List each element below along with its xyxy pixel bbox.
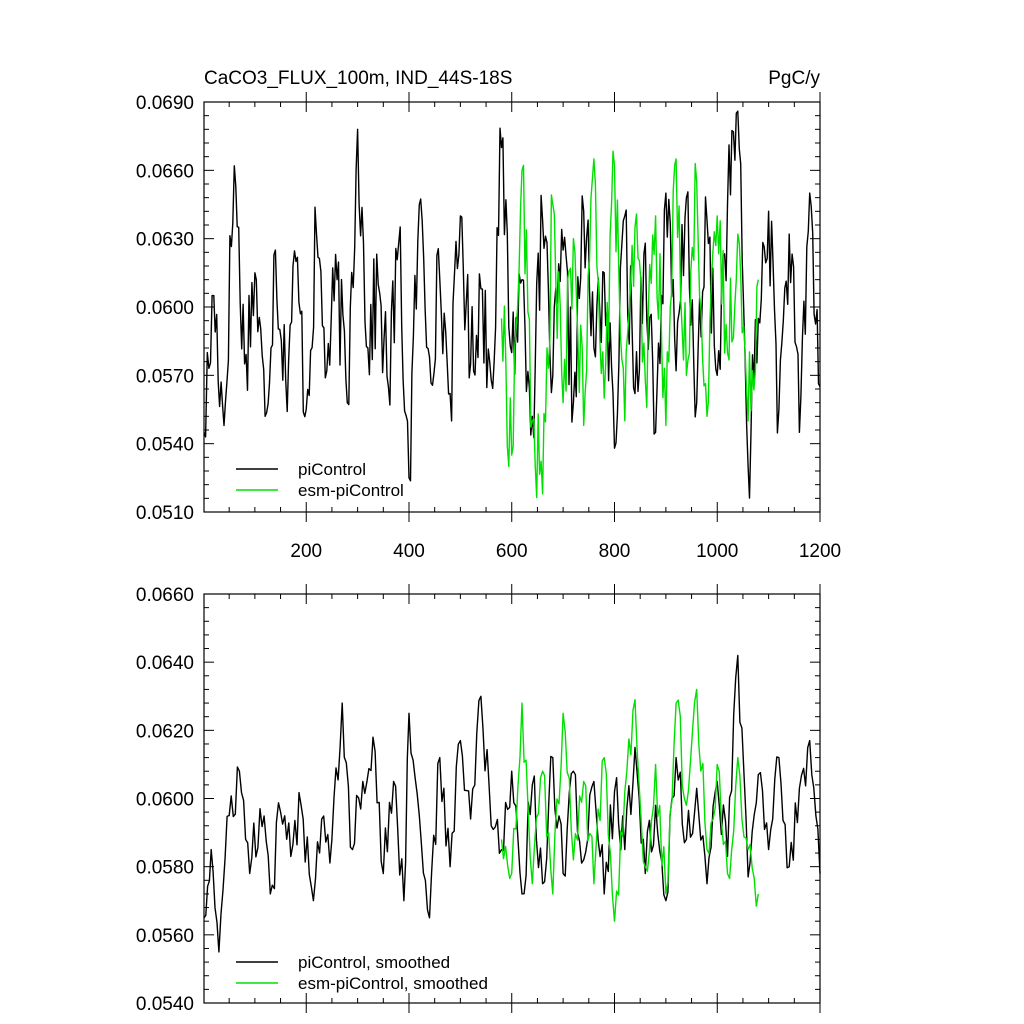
- y-tick-label-bottom: 0.0540: [136, 994, 194, 1015]
- y-tick-label-top: 0.0690: [136, 93, 194, 114]
- chart-units: PgC/y: [768, 68, 820, 89]
- legend-bottom: piControl, smoothed esm-piControl, smoot…: [236, 953, 488, 993]
- series-group-top: [203, 110, 821, 499]
- plot-frame-bottom: [203, 593, 821, 1004]
- x-tick-label-top: 1200: [799, 541, 841, 562]
- series-line-picontrol: [203, 110, 821, 499]
- axis-ticks-top: [204, 92, 821, 522]
- y-tick-label-bottom: 0.0580: [136, 858, 194, 879]
- x-tick-label-top: 200: [290, 541, 322, 562]
- y-tick-label-top: 0.0660: [136, 161, 194, 182]
- series-line-picontrol-smoothed: [203, 654, 821, 953]
- x-tick-label-top: 800: [599, 541, 631, 562]
- y-tick-label-bottom: 0.0620: [136, 721, 194, 742]
- series-line-esm-picontrol-smoothed: [500, 688, 759, 922]
- panel-bottom: 0.0540 0.0560 0.0580 0.0600 0.0620 0.0640 0.06…: [136, 584, 821, 1015]
- axis-ticks-bottom: [204, 584, 821, 1013]
- legend-label-esm-piControl-smoothed: esm-piControl, smoothed: [298, 974, 488, 993]
- x-tick-label-top: 1000: [696, 541, 738, 562]
- legend-label-piControl: piControl: [298, 460, 366, 479]
- series-group-bottom: [203, 654, 821, 953]
- y-tick-label-top: 0.0570: [136, 366, 194, 387]
- legend-label-esm-piControl: esm-piControl: [298, 481, 404, 500]
- x-tick-label-top: 600: [496, 541, 528, 562]
- y-tick-label-bottom: 0.0560: [136, 926, 194, 947]
- panel-top: 0.0510 0.0540 0.0570 0.0600 0.0630 0.0660 0.06…: [136, 68, 841, 562]
- legend-top: piControl esm-piControl: [236, 460, 404, 500]
- legend-label-piControl-smoothed: piControl, smoothed: [298, 953, 450, 972]
- tick-labels-top: 0.0510 0.0540 0.0570 0.0600 0.0630 0.0660 0.06…: [136, 93, 841, 562]
- y-tick-label-top: 0.0630: [136, 230, 194, 251]
- y-tick-label-bottom: 0.0600: [136, 790, 194, 811]
- tick-labels-bottom: 0.0540 0.0560 0.0580 0.0600 0.0620 0.0640 0.06…: [136, 585, 194, 1015]
- x-tick-label-top: 400: [393, 541, 425, 562]
- y-tick-label-top: 0.0540: [136, 435, 194, 456]
- y-tick-label-bottom: 0.0660: [136, 585, 194, 606]
- y-tick-label-top: 0.0510: [136, 503, 194, 524]
- chart-title: CaCO3_FLUX_100m, IND_44S-18S: [204, 68, 512, 89]
- y-tick-label-bottom: 0.0640: [136, 653, 194, 674]
- series-line-esm-picontrol: [500, 150, 759, 499]
- y-tick-label-top: 0.0600: [136, 298, 194, 319]
